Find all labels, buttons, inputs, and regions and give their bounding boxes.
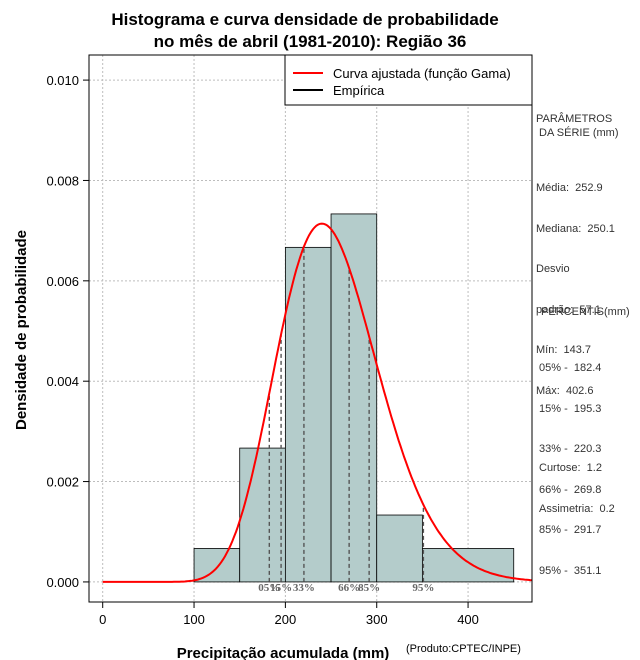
chart-title-line-1: Histograma e curva densidade de probabil…: [111, 10, 498, 29]
pct-85: 85% - 291.7: [539, 524, 602, 536]
y-tick-label-0: 0.000: [46, 575, 79, 590]
param-median: Mediana: 250.1: [536, 222, 615, 235]
params-list: Média: 252.9 Mediana: 250.1 Desvio padrã…: [536, 155, 615, 425]
product-credit: (Produto:CPTEC/INPE): [406, 643, 521, 655]
histogram-bar-2: [284, 246, 332, 583]
percentile-label-05%: 05%: [258, 582, 280, 594]
y-tick-label-3: 0.006: [46, 274, 79, 289]
legend: Curva ajustada (função Gama) Empírica: [284, 54, 533, 106]
histogram-bar-0: [193, 548, 241, 583]
param-std-label: Desvio: [536, 263, 570, 275]
percentile-label-85%: 85%: [358, 582, 380, 594]
x-axis-label: Precipitação acumulada (mm): [177, 645, 390, 660]
y-axis-label: Densidade de probabilidade: [13, 230, 30, 430]
legend-box: [284, 54, 533, 106]
histogram-bar-5: [421, 548, 515, 583]
percentile-labels: 05%15% 33% 66%85% 95%: [258, 582, 434, 594]
params-title-line-2: DA SÉRIE (mm): [536, 126, 619, 139]
y-tick-label-2: 0.004: [46, 374, 79, 389]
percentiles-title: PERCENTIS(mm): [538, 306, 630, 318]
stat-kurtosis: Curtose: 1.2: [539, 462, 602, 474]
pct-33: 33% - 220.3: [539, 443, 602, 455]
pct-05: 05% - 182.4: [539, 362, 602, 374]
param-std: padrão: 57.1: [536, 303, 601, 316]
percentile-label-15%: 15%: [270, 582, 292, 594]
x-tick-label-3: 300: [366, 612, 388, 627]
percentiles-list: 05% - 182.4 15% - 195.3 33% - 220.3 66% …: [539, 335, 601, 605]
percentile-label-33%: 33%: [293, 582, 315, 594]
stat-skewness: Assimetria: 0.2: [539, 502, 615, 515]
x-tick-label-0: 0: [99, 612, 106, 627]
param-mean: Média: 252.9: [536, 182, 603, 194]
axis-ticks: 0 100 200 300 400 0.000 0.002 0.004 0.006 0.008 0.…: [46, 73, 478, 627]
histogram-bars: [193, 213, 515, 583]
pct-95: 95% - 351.1: [539, 564, 602, 577]
histogram-bar-4: [376, 514, 423, 583]
percentile-label-66%: 66%: [338, 582, 360, 594]
params-title: PARÂMETROS DA SÉRIE (mm): [536, 113, 619, 140]
x-tick-label-4: 400: [457, 612, 479, 627]
legend-label-empirical: Empírica: [333, 83, 385, 98]
pct-15: 15% - 195.3: [539, 402, 602, 415]
histogram-bar-3: [330, 213, 378, 583]
param-min: Mín: 143.7: [536, 344, 592, 356]
y-tick-label-5: 0.010: [46, 73, 79, 88]
x-tick-label-1: 100: [183, 612, 205, 627]
percentile-label-95%: 95%: [412, 582, 434, 594]
histogram-bar-1: [239, 447, 286, 583]
chart-title-line-2: no mês de abril (1981-2010): Região 36: [154, 32, 467, 51]
gamma-curve-line: [102, 222, 533, 583]
y-tick-label-4: 0.008: [46, 173, 79, 188]
params-title-line-1: PARÂMETROS: [536, 113, 613, 125]
pct-66: 66% - 269.8: [539, 483, 602, 496]
param-max: Máx: 402.6: [536, 384, 594, 397]
x-tick-label-2: 200: [275, 612, 297, 627]
shape-stats: Curtose: 1.2 Assimetria: 0.2: [539, 435, 615, 543]
y-tick-label-1: 0.002: [46, 475, 79, 490]
legend-label-curve: Curva ajustada (função Gama): [333, 66, 511, 81]
percentile-lines: [268, 246, 425, 582]
